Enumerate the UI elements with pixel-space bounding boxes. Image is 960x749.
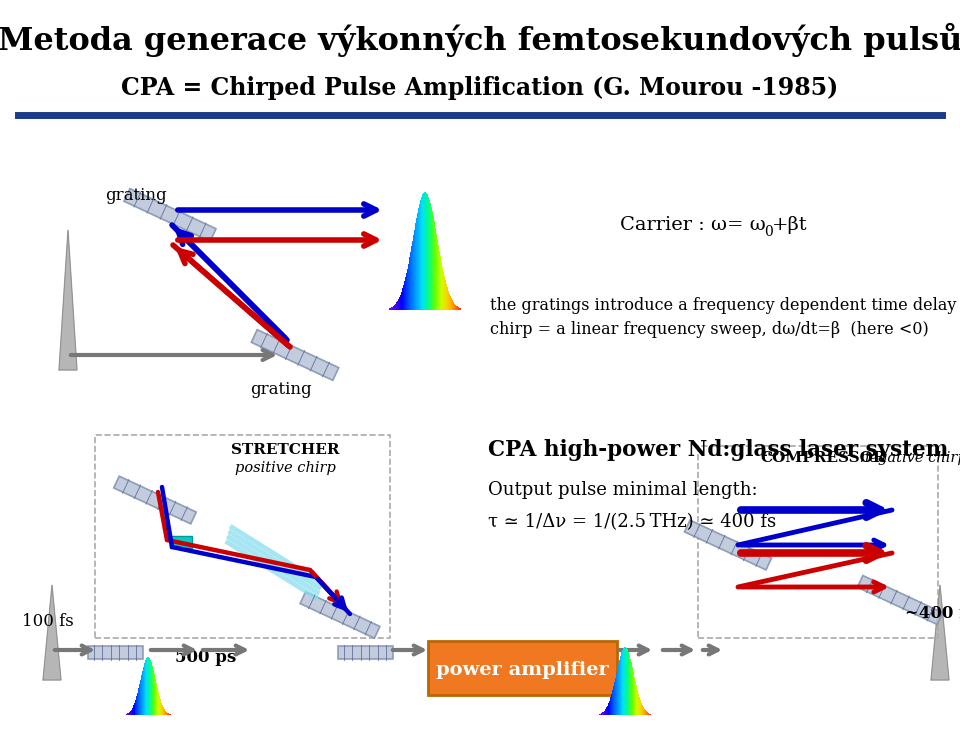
Text: positive chirp: positive chirp bbox=[234, 461, 335, 475]
Polygon shape bbox=[931, 585, 949, 680]
Text: 0: 0 bbox=[764, 225, 773, 239]
Text: Metoda generace výkonných femtosekundových pulsů: Metoda generace výkonných femtosekundový… bbox=[0, 23, 960, 57]
Polygon shape bbox=[684, 520, 772, 570]
Polygon shape bbox=[113, 476, 196, 524]
Text: τ ≃ 1/Δν = 1/(2.5 THz) ≃ 400 fs: τ ≃ 1/Δν = 1/(2.5 THz) ≃ 400 fs bbox=[488, 513, 776, 531]
Text: 100 fs: 100 fs bbox=[22, 613, 74, 631]
Polygon shape bbox=[87, 646, 142, 658]
FancyBboxPatch shape bbox=[170, 536, 192, 548]
Polygon shape bbox=[338, 646, 393, 658]
Polygon shape bbox=[43, 585, 61, 680]
Polygon shape bbox=[59, 230, 77, 370]
Text: CPA = Chirped Pulse Amplification (G. Mourou -1985): CPA = Chirped Pulse Amplification (G. Mo… bbox=[121, 76, 839, 100]
Polygon shape bbox=[300, 592, 380, 638]
Text: CPA high-power Nd:glass laser system: CPA high-power Nd:glass laser system bbox=[488, 439, 948, 461]
Text: chirp = a linear frequency sweep, dω/dt=β  (here <0): chirp = a linear frequency sweep, dω/dt=… bbox=[490, 321, 928, 339]
Text: negative chirp: negative chirp bbox=[860, 451, 960, 465]
FancyBboxPatch shape bbox=[428, 641, 617, 695]
Polygon shape bbox=[124, 189, 216, 241]
Text: Carrier : ω= ω: Carrier : ω= ω bbox=[620, 216, 766, 234]
Text: 500 ps: 500 ps bbox=[175, 649, 236, 667]
Text: COMPRESSOR: COMPRESSOR bbox=[760, 451, 885, 465]
Text: power amplifier: power amplifier bbox=[436, 661, 609, 679]
Text: +βt: +βt bbox=[772, 216, 807, 234]
Text: STRETCHER: STRETCHER bbox=[230, 443, 339, 457]
Text: the gratings introduce a frequency dependent time delay: the gratings introduce a frequency depen… bbox=[490, 297, 956, 314]
Polygon shape bbox=[857, 575, 943, 625]
Text: ~400 fs: ~400 fs bbox=[905, 605, 960, 622]
Text: grating: grating bbox=[105, 187, 167, 204]
Polygon shape bbox=[252, 330, 339, 380]
Text: Output pulse minimal length:: Output pulse minimal length: bbox=[488, 481, 757, 499]
Text: grating: grating bbox=[250, 381, 312, 398]
